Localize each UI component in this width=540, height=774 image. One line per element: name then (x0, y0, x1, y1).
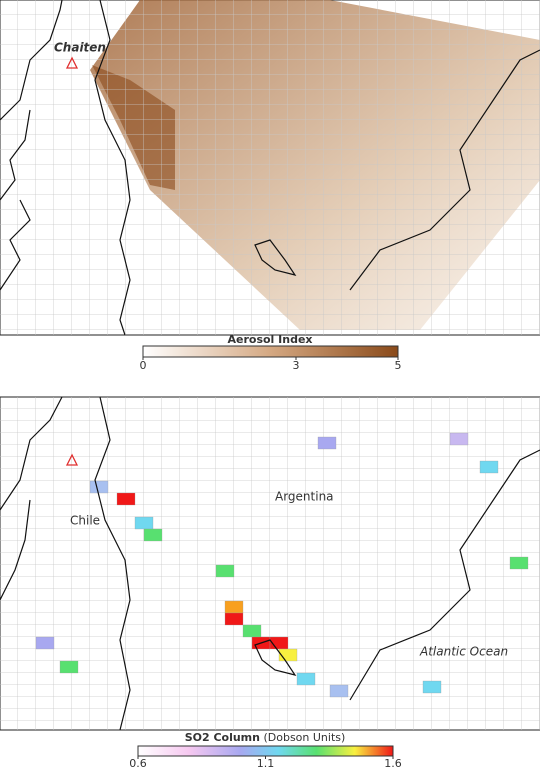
colorbar-title: Aerosol Index (227, 333, 312, 346)
so2-colorbar: SO2 Column (Dobson Units) 0.6 1.1 1.6 (129, 731, 402, 770)
so2-map: Chile Argentina Atlantic Ocean (0, 396, 540, 731)
region-label: Argentina (275, 490, 334, 504)
aerosol-map: Chaiten (0, 0, 540, 336)
tick-label: 0.6 (129, 757, 147, 770)
tick-label: 3 (293, 359, 300, 372)
aerosol-colorbar: Aerosol Index 0 3 5 (140, 333, 402, 372)
colorbar-unit: (Dobson Units) (263, 731, 345, 744)
tick-label: 1.6 (384, 757, 402, 770)
place-label: Chaiten (54, 41, 106, 55)
tick-label: 0 (140, 359, 147, 372)
tick-label: 1.1 (257, 757, 275, 770)
colorbar-title: SO2 Column (Dobson Units) (185, 731, 346, 744)
region-label: Atlantic Ocean (419, 645, 508, 659)
region-label: Chile (70, 514, 100, 528)
colorbar-title: SO2 Column (185, 731, 260, 744)
tick-label: 5 (395, 359, 402, 372)
